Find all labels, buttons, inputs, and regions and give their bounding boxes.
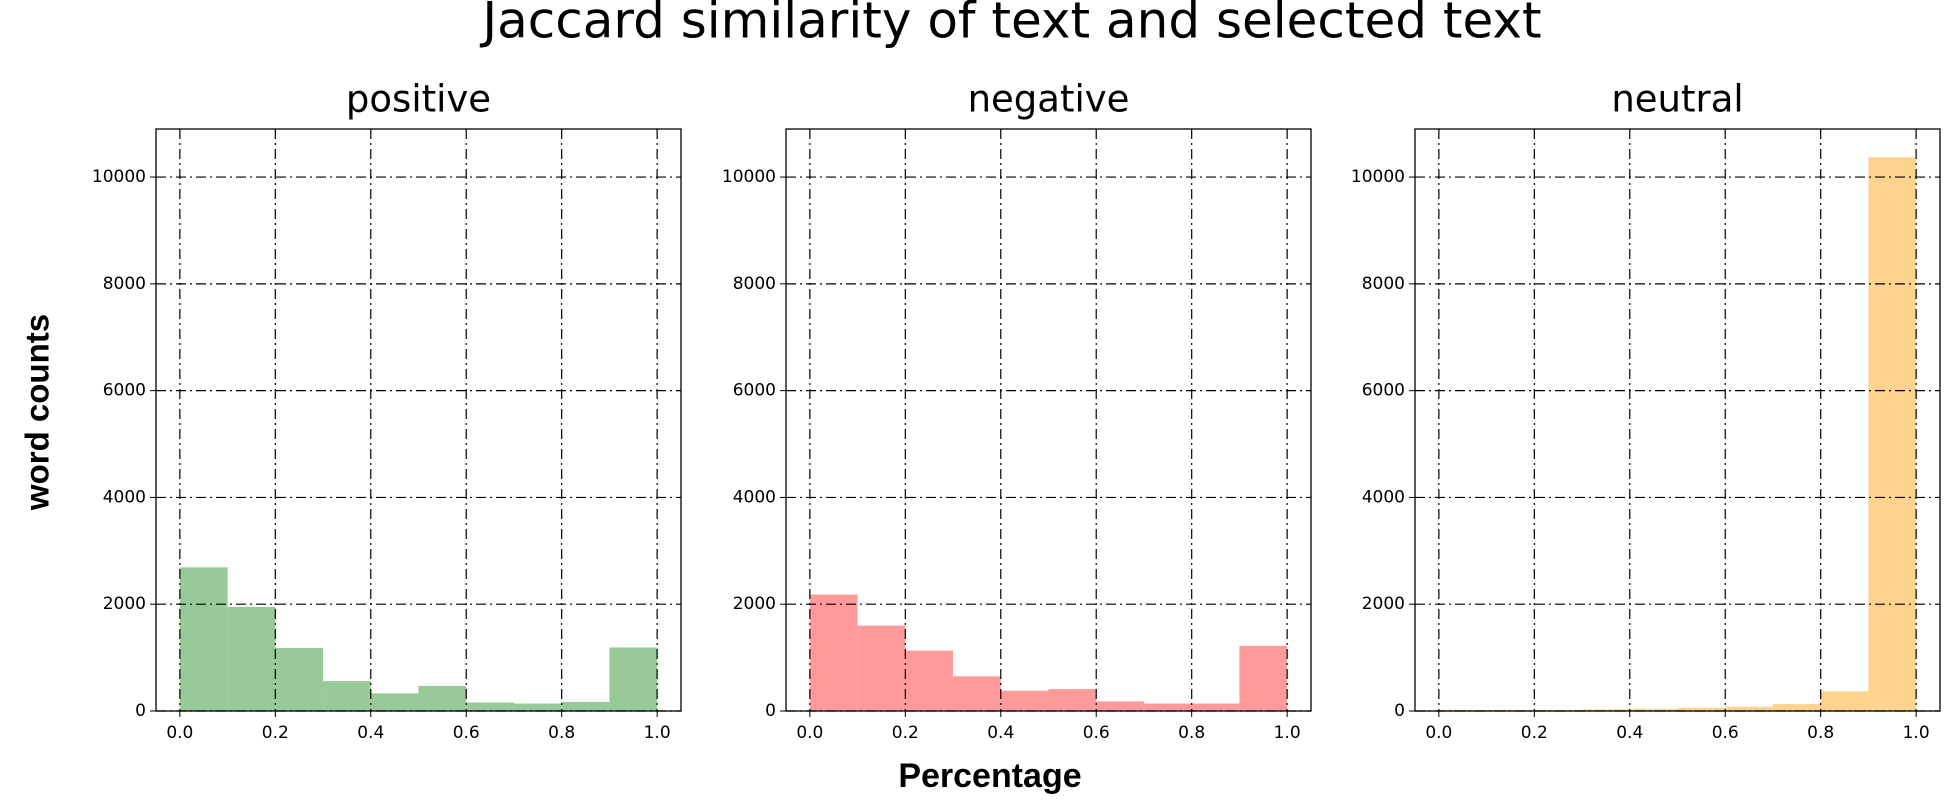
histogram-bar	[561, 701, 610, 711]
histogram-bar	[1239, 645, 1288, 711]
histogram-bar	[179, 567, 228, 711]
x-tick-label: 0.0	[166, 723, 193, 743]
y-tick-label: 10000	[1351, 167, 1405, 187]
plot-frame	[155, 128, 682, 712]
x-tick-label: 0.2	[1521, 723, 1548, 743]
histogram-bar	[466, 702, 514, 711]
x-tick-label: 0.0	[1425, 723, 1452, 743]
histogram-bar	[1868, 157, 1917, 712]
histogram-bar	[857, 625, 906, 711]
histogram-bar	[1582, 709, 1630, 711]
histogram-bar	[1772, 704, 1821, 711]
y-tick-label: 10000	[92, 167, 146, 187]
y-tick-label: 4000	[733, 487, 776, 507]
x-tick-label: 0.8	[1178, 723, 1205, 743]
histogram-bar	[1677, 707, 1726, 711]
x-tick-label: 1.0	[1903, 723, 1930, 743]
y-tick-label: 8000	[733, 274, 776, 294]
y-tick-label: 4000	[1362, 487, 1405, 507]
x-tick-label: 0.4	[357, 723, 384, 743]
figure-title: Jaccard similarity of text and selected …	[479, 0, 1541, 50]
subplot-title: negative	[968, 78, 1130, 121]
x-tick-label: 0.4	[987, 723, 1014, 743]
y-tick-label: 6000	[1362, 381, 1405, 401]
histogram-bar	[1000, 690, 1049, 711]
histogram-bar	[1725, 706, 1773, 711]
y-tick-label: 6000	[103, 381, 146, 401]
y-tick-label: 0	[765, 701, 776, 721]
histogram-bar	[609, 647, 658, 711]
x-tick-label: 0.4	[1616, 723, 1643, 743]
x-tick-label: 1.0	[644, 723, 671, 743]
y-tick-label: 2000	[103, 594, 146, 614]
y-tick-label: 6000	[733, 381, 776, 401]
y-tick-label: 0	[135, 701, 146, 721]
histogram-bar	[1143, 703, 1192, 711]
histogram-bar	[513, 703, 562, 711]
histogram-bar	[809, 594, 858, 711]
histogram-bar	[1191, 703, 1240, 711]
x-tick-label: 0.2	[262, 723, 289, 743]
subplot-title: positive	[346, 78, 491, 121]
x-tick-label: 0.8	[1807, 723, 1834, 743]
plot-frame	[785, 128, 1312, 712]
histogram-bar	[323, 681, 371, 711]
y-tick-label: 0	[1394, 701, 1405, 721]
x-tick-label: 0.6	[453, 723, 480, 743]
subplot-title: neutral	[1611, 78, 1743, 121]
histogram-bar	[1048, 689, 1097, 711]
plot-frame	[1414, 128, 1941, 712]
x-tick-label: 0.0	[796, 723, 823, 743]
x-tick-label: 1.0	[1274, 723, 1301, 743]
x-tick-label: 0.8	[548, 723, 575, 743]
histogram-bar	[275, 647, 324, 711]
histogram-bar	[953, 676, 1001, 711]
y-tick-label: 2000	[1362, 594, 1405, 614]
histogram-bar	[1096, 701, 1144, 711]
y-tick-label: 8000	[1362, 274, 1405, 294]
histogram-bar	[905, 650, 954, 711]
y-tick-label: 10000	[722, 167, 776, 187]
y-tick-label: 8000	[103, 274, 146, 294]
x-tick-label: 0.2	[892, 723, 919, 743]
histogram-bar	[1820, 691, 1869, 711]
y-tick-label: 4000	[103, 487, 146, 507]
histogram-bar	[418, 685, 467, 711]
histogram-bar	[370, 693, 419, 711]
y-tick-label: 2000	[733, 594, 776, 614]
x-tick-label: 0.6	[1083, 723, 1110, 743]
x-axis-label: Percentage	[898, 757, 1081, 795]
histogram-bar	[1629, 708, 1678, 711]
histogram-bar	[227, 606, 276, 711]
y-axis-label: word counts	[19, 314, 56, 511]
x-tick-label: 0.6	[1712, 723, 1739, 743]
